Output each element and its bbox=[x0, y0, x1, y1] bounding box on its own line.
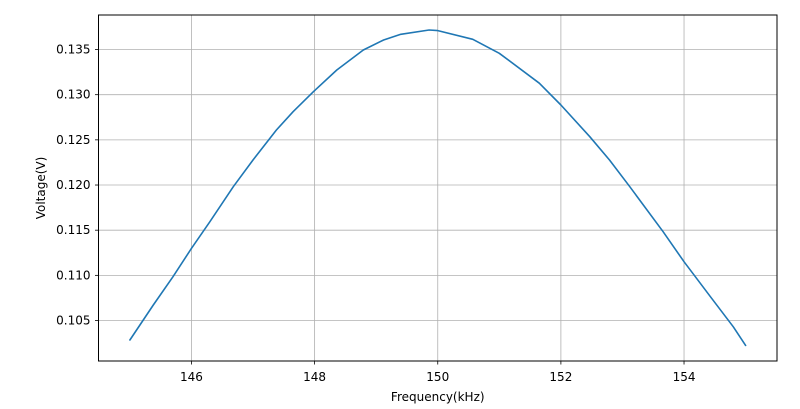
y-tick-label: 0.115 bbox=[56, 223, 90, 237]
x-tick-label: 154 bbox=[673, 370, 696, 384]
y-tick-label: 0.130 bbox=[56, 88, 90, 102]
series-line bbox=[129, 29, 747, 347]
x-tick-label: 146 bbox=[180, 370, 203, 384]
x-tick-label: 150 bbox=[426, 370, 449, 384]
y-axis-label: Voltage(V) bbox=[34, 157, 48, 220]
x-tick-label: 152 bbox=[549, 370, 572, 384]
y-tick-label: 0.105 bbox=[56, 314, 90, 328]
ticks: 146 148 150 152 154 0.105 0.110 0.115 0.120 0.125… bbox=[56, 43, 695, 384]
y-tick-label: 0.120 bbox=[56, 178, 90, 192]
y-tick-label: 0.135 bbox=[56, 43, 90, 57]
y-tick-label: 0.110 bbox=[56, 268, 90, 282]
y-tick-label: 0.125 bbox=[56, 133, 90, 147]
x-axis-label: Frequency(kHz) bbox=[391, 390, 485, 404]
series-layer bbox=[129, 29, 747, 347]
x-tick-label: 148 bbox=[303, 370, 326, 384]
grid bbox=[98, 15, 777, 361]
